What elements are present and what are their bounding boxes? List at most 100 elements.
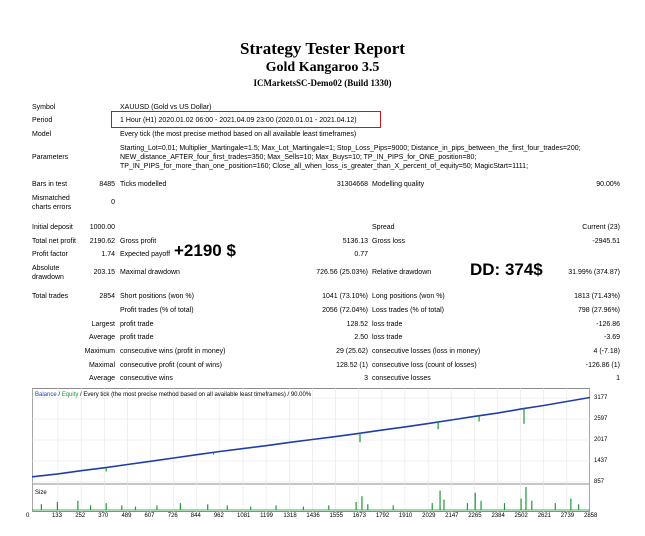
profit-annotation: +2190 $: [174, 241, 236, 260]
balance-chart: Balance / Equity / Every tick (the most …: [26, 388, 607, 519]
x-tick-label: 1555: [329, 513, 343, 519]
x-tick-label: 2029: [422, 513, 436, 519]
parameters-line-3: TP_IN_PIPS_for_more_than_one_position=16…: [120, 163, 529, 170]
x-tick-label: 726: [167, 513, 178, 519]
long-positions-label: Long positions (won %): [372, 293, 445, 300]
report-title: Strategy Tester Report: [240, 39, 405, 58]
maximal-consecutive-loss-label: consecutive loss (count of losses): [372, 362, 477, 369]
size-label: Size: [35, 490, 47, 496]
ticks-value: 31304668: [336, 181, 368, 188]
maximal-consecutive-profit-value: 128.52 (1): [336, 362, 368, 369]
max-consecutive-losses-label: consecutive losses (loss in money): [372, 348, 481, 355]
long-positions-value: 1813 (71.43%): [574, 293, 620, 300]
spread-label: Spread: [372, 224, 395, 231]
parameters-label: Parameters: [32, 154, 69, 161]
quality-value: 90.00%: [596, 181, 620, 188]
ea-name: Gold Kangaroo 3.5: [265, 60, 380, 75]
average-loss-value: -3.69: [604, 334, 620, 341]
largest-profit-label: profit trade: [120, 321, 154, 328]
x-tick-label: 1199: [260, 513, 273, 519]
x-tick-label: 962: [213, 513, 224, 519]
x-tick-label: 2502: [514, 513, 528, 519]
legend-balance: Balance: [35, 392, 57, 398]
absolute-drawdown-value: 203.15: [93, 269, 115, 276]
average-loss-label: loss trade: [372, 334, 403, 341]
average-consecutive-losses-label: consecutive losses: [372, 375, 431, 382]
x-tick-label: 2384: [491, 513, 505, 519]
max-consecutive-wins-label: consecutive wins (profit in money): [120, 348, 226, 355]
net-profit-label: Total net profit: [32, 238, 76, 245]
maximum-label: Maximum: [84, 348, 115, 355]
x-tick-label: 844: [190, 513, 201, 519]
profit-trades-value: 2056 (72.04%): [322, 307, 368, 314]
x-tick-label: 1436: [306, 513, 320, 519]
x-tick-label: 1081: [237, 513, 251, 519]
loss-trades-label: Loss trades (% of total): [372, 307, 444, 314]
period-label: Period: [32, 117, 53, 124]
maximal-label: Maximal: [88, 362, 115, 369]
maximal-consecutive-loss-value: -126.86 (1): [585, 362, 620, 369]
absolute-drawdown-label-1: Absolute: [32, 265, 60, 272]
server-name: ICMarketsSC-Demo02 (Build 1330): [253, 78, 392, 88]
maximal-drawdown-value: 726.56 (25.03%): [316, 269, 368, 276]
gross-profit-value: 5136.13: [342, 238, 368, 245]
profit-factor-label: Profit factor: [32, 251, 68, 258]
profit-factor-value: 1.74: [101, 251, 115, 258]
x-tick-label: 1318: [283, 513, 297, 519]
largest-loss-value: -126.86: [596, 321, 620, 328]
initial-deposit-value: 1000.00: [89, 224, 115, 231]
average2-label: Average: [89, 375, 115, 382]
max-consecutive-losses-value: 4 (-7.18): [593, 348, 620, 355]
x-tick-label: 2858: [584, 513, 598, 519]
largest-label: Largest: [91, 321, 115, 328]
bars-value: 8485: [99, 181, 115, 188]
x-tick-label: 2147: [445, 513, 459, 519]
y-tick-label: 2597: [594, 416, 608, 422]
x-tick-label: 489: [121, 513, 132, 519]
y-tick-label: 857: [594, 479, 605, 485]
mismatched-label-2: charts errors: [32, 204, 72, 211]
x-tick-label: 0: [26, 513, 30, 519]
legend-description: / Every tick (the most precise method ba…: [78, 392, 311, 398]
chart-legend: Balance / Equity / Every tick (the most …: [35, 392, 312, 398]
x-tick-label: 1910: [398, 513, 413, 519]
x-tick-label: 1792: [375, 513, 390, 519]
maximal-consecutive-profit-label: consecutive profit (count of wins): [120, 362, 222, 369]
model-value: Every tick (the most precise method base…: [120, 131, 357, 138]
parameters-line-1: Starting_Lot=0.01; Multiplier_Martingale…: [120, 145, 581, 152]
bars-label: Bars in test: [32, 181, 68, 188]
gross-profit-label: Gross profit: [120, 238, 157, 245]
average-label: Average: [89, 334, 115, 341]
absolute-drawdown-label-2: drawdown: [32, 274, 64, 281]
total-trades-label: Total trades: [32, 293, 69, 300]
size-bars: [32, 487, 590, 511]
average-consecutive-wins-value: 3: [364, 375, 368, 382]
x-tick-label: 2739: [560, 513, 575, 519]
y-tick-label: 2017: [594, 437, 608, 443]
model-label: Model: [32, 131, 52, 138]
short-positions-value: 1041 (73.10%): [322, 293, 368, 300]
gross-loss-label: Gross loss: [372, 238, 406, 245]
x-tick-label: 133: [51, 513, 62, 519]
max-consecutive-wins-value: 29 (25.62): [336, 348, 368, 355]
x-tick-label: 2621: [537, 513, 552, 519]
parameters-line-2: NEW_distance_AFTER_four_first_trades=350…: [120, 154, 477, 161]
relative-drawdown-value: 31.99% (374.87): [568, 269, 620, 276]
period-value: 1 Hour (H1) 2020.01.02 06:00 - 2021.04.0…: [120, 117, 357, 124]
total-trades-value: 2854: [99, 293, 115, 300]
expected-payoff-label: Expected payoff: [120, 251, 171, 258]
chart-frame: [32, 388, 590, 512]
mismatched-label-1: Mismatched: [32, 195, 70, 202]
x-tick-label: 2265: [468, 513, 482, 519]
balance-chart-svg: Balance / Equity / Every tick (the most …: [31, 388, 591, 512]
symbol-value: XAUUSD (Gold vs US Dollar): [120, 104, 212, 111]
largest-profit-value: 128.52: [346, 321, 368, 328]
short-positions-label: Short positions (won %): [120, 293, 194, 300]
x-tick-label: 607: [144, 513, 155, 519]
balance-lines: [31, 396, 591, 478]
relative-drawdown-label: Relative drawdown: [372, 269, 432, 276]
net-profit-value: 2190.62: [89, 238, 115, 245]
largest-loss-label: loss trade: [372, 321, 403, 328]
average-consecutive-losses-value: 1: [616, 375, 620, 382]
average-consecutive-wins-label: consecutive wins: [120, 375, 173, 382]
